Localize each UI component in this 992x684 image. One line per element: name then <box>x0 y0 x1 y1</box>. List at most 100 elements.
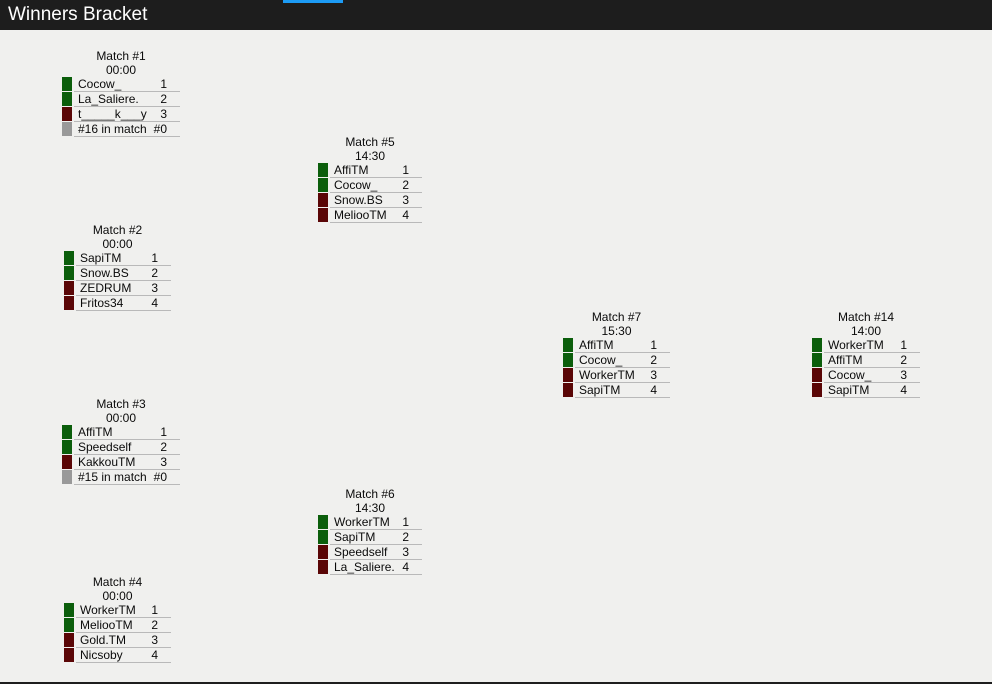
player-name: t_____k___y <box>78 107 147 121</box>
player-status-swatch <box>64 633 74 647</box>
match-players: WorkerTM 1 SapiTM 2 Speedself 3 La_Salie… <box>318 515 422 575</box>
player-name: Nicsoby <box>80 648 123 662</box>
player-status-swatch <box>62 455 72 469</box>
player-row-content: Speedself 3 <box>330 545 422 560</box>
player-rank: 3 <box>402 193 409 207</box>
player-name: SapiTM <box>80 251 122 265</box>
player-status-swatch <box>318 545 328 559</box>
player-rank: 1 <box>650 338 657 352</box>
player-name: Speedself <box>334 545 388 559</box>
player-rank: 3 <box>160 107 167 121</box>
player-rank: #0 <box>153 470 167 484</box>
player-row-content: Cocow_ 1 <box>74 77 180 92</box>
match-title: Match #6 <box>345 487 395 501</box>
player-row: AffiTM 1 <box>62 425 180 440</box>
player-row: WorkerTM 1 <box>64 603 171 618</box>
match-card[interactable]: Match #5 14:30 AffiTM 1 Cocow_ 2 Snow.BS… <box>318 136 422 223</box>
player-name: Snow.BS <box>80 266 129 280</box>
page-title: Winners Bracket <box>8 4 148 25</box>
player-name: Gold.TM <box>80 633 127 647</box>
player-name: Cocow_ <box>828 368 872 382</box>
player-row-content: Snow.BS 2 <box>76 266 171 281</box>
player-status-swatch <box>62 92 72 106</box>
player-row: SapiTM 4 <box>812 383 920 398</box>
match-title: Match #4 <box>92 575 143 589</box>
player-status-swatch <box>563 353 573 367</box>
player-name: Cocow_ <box>78 77 122 91</box>
player-status-swatch <box>812 383 822 397</box>
match-time: 00:00 <box>102 589 133 603</box>
player-row-content: AffiTM 1 <box>330 163 422 178</box>
match-card[interactable]: Match #4 00:00 WorkerTM 1 MeliooTM 2 Gol… <box>64 576 171 663</box>
player-rank: 1 <box>160 77 167 91</box>
player-row: WorkerTM 1 <box>812 338 920 353</box>
match-card[interactable]: Match #2 00:00 SapiTM 1 Snow.BS 2 ZEDRUM… <box>64 224 171 311</box>
match-card[interactable]: Match #7 15:30 AffiTM 1 Cocow_ 2 WorkerT… <box>563 311 670 398</box>
player-name: WorkerTM <box>828 338 884 352</box>
player-status-swatch <box>318 515 328 529</box>
match-card[interactable]: Match #3 00:00 AffiTM 1 Speedself 2 Kakk… <box>62 398 180 485</box>
player-status-swatch <box>563 383 573 397</box>
player-name: Snow.BS <box>334 193 383 207</box>
player-row-content: SapiTM 4 <box>824 383 920 398</box>
match-time: 14:00 <box>850 324 882 338</box>
player-status-swatch <box>64 281 74 295</box>
player-rank: 3 <box>151 633 158 647</box>
match-card[interactable]: Match #6 14:30 WorkerTM 1 SapiTM 2 Speed… <box>318 488 422 575</box>
player-rank: 4 <box>900 383 907 397</box>
player-row-content: La_Saliere. 4 <box>330 560 422 575</box>
match-time: 00:00 <box>102 237 133 251</box>
player-name: Speedself <box>78 440 132 454</box>
player-row-content: AffiTM 1 <box>74 425 180 440</box>
player-rank: 4 <box>650 383 657 397</box>
player-name: La_Saliere. <box>78 92 139 106</box>
player-rank: 1 <box>402 163 409 177</box>
player-status-swatch <box>64 266 74 280</box>
player-row-content: Nicsoby 4 <box>76 648 171 663</box>
player-status-swatch <box>62 470 72 484</box>
player-row-content: La_Saliere. 2 <box>74 92 180 107</box>
match-title: Match #2 <box>92 223 143 237</box>
match-title: Match #14 <box>837 310 895 324</box>
player-status-swatch <box>318 193 328 207</box>
player-row-content: MeliooTM 4 <box>330 208 422 223</box>
player-name: AffiTM <box>78 425 113 439</box>
player-status-swatch <box>812 353 822 367</box>
player-row: AffiTM 1 <box>318 163 422 178</box>
player-row: Cocow_ 2 <box>563 353 670 368</box>
player-row: Fritos34 4 <box>64 296 171 311</box>
player-rank: 3 <box>151 281 158 295</box>
player-row: La_Saliere. 4 <box>318 560 422 575</box>
player-name: AffiTM <box>828 353 863 367</box>
match-card[interactable]: Match #1 00:00 Cocow_ 1 La_Saliere. 2 t_… <box>62 50 180 137</box>
match-time: 00:00 <box>105 63 137 77</box>
player-rank: 2 <box>402 178 409 192</box>
player-row: SapiTM 1 <box>64 251 171 266</box>
match-time: 00:00 <box>105 411 137 425</box>
top-accent-bar <box>283 0 343 3</box>
player-status-swatch <box>812 338 822 352</box>
player-status-swatch <box>64 296 74 310</box>
player-rank: 2 <box>160 440 167 454</box>
player-status-swatch <box>62 440 72 454</box>
match-card[interactable]: Match #14 14:00 WorkerTM 1 AffiTM 2 Coco… <box>812 311 920 398</box>
player-row-content: KakkouTM 3 <box>74 455 180 470</box>
player-rank: 3 <box>402 545 409 559</box>
player-row: Cocow_ 3 <box>812 368 920 383</box>
match-title: Match #7 <box>591 310 642 324</box>
player-row: MeliooTM 2 <box>64 618 171 633</box>
match-players: WorkerTM 1 MeliooTM 2 Gold.TM 3 Nicsoby … <box>64 603 171 663</box>
player-rank: 1 <box>900 338 907 352</box>
player-name: ZEDRUM <box>80 281 132 295</box>
player-row: t_____k___y 3 <box>62 107 180 122</box>
player-status-swatch <box>64 603 74 617</box>
player-rank: 3 <box>650 368 657 382</box>
match-time: 15:30 <box>601 324 632 338</box>
player-rank: 2 <box>900 353 907 367</box>
player-name: WorkerTM <box>80 603 136 617</box>
match-title: Match #1 <box>96 49 146 63</box>
player-name: Cocow_ <box>334 178 378 192</box>
player-status-swatch <box>318 530 328 544</box>
player-name: WorkerTM <box>579 368 635 382</box>
player-name: MeliooTM <box>334 208 387 222</box>
